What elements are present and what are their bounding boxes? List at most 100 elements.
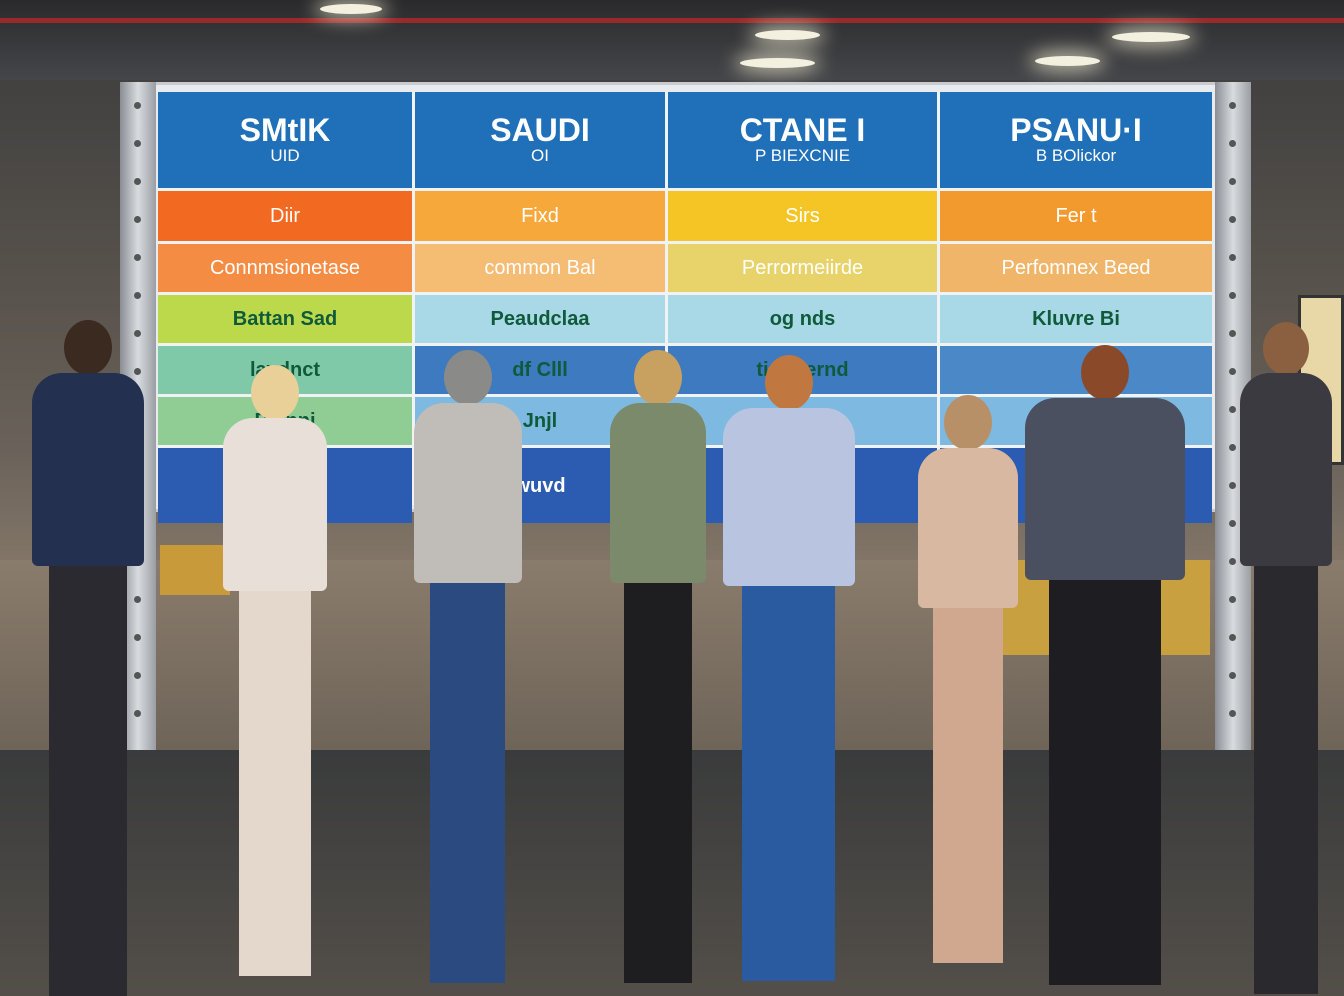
- board-cell: Fer t: [940, 191, 1212, 241]
- bolt-icon: [134, 710, 141, 717]
- bolt-icon: [134, 178, 141, 185]
- bolt-icon: [1229, 596, 1236, 603]
- ceiling-lamp: [1035, 56, 1100, 66]
- bolt-icon: [134, 672, 141, 679]
- bolt-icon: [1229, 634, 1236, 641]
- torso: [413, 402, 522, 583]
- work-table: [160, 545, 230, 595]
- bolt-icon: [1229, 520, 1236, 527]
- bolt-icon: [1229, 330, 1236, 337]
- person: [400, 350, 535, 983]
- torso: [610, 402, 706, 583]
- legs: [429, 582, 506, 983]
- torso: [223, 417, 327, 592]
- ceiling-lamp: [1112, 32, 1190, 42]
- board-cell-text: Jnjl: [522, 410, 558, 432]
- board-cell-text: Connmsionetase: [209, 257, 361, 279]
- head: [1262, 322, 1310, 376]
- legs: [624, 582, 692, 983]
- board-cell: og nds: [668, 295, 937, 343]
- bolt-icon: [1229, 406, 1236, 413]
- header-title: CTANE I: [739, 112, 866, 148]
- board-cell-text: Perrormeiirde: [741, 257, 864, 279]
- header-subtitle: OI: [531, 146, 549, 165]
- board-cell-text: df Clll: [512, 359, 568, 381]
- bolt-icon: [1229, 710, 1236, 717]
- person: [210, 365, 340, 977]
- board-cell: Perrormeiirde: [668, 244, 937, 292]
- bolt-icon: [1229, 102, 1236, 109]
- board-header-cell: SMtIK UID: [158, 92, 412, 188]
- person: [598, 350, 718, 983]
- board-cell: [940, 346, 1212, 394]
- legs: [48, 566, 128, 996]
- board-cell-text: Peaudclaa: [490, 308, 590, 330]
- legs: [742, 585, 835, 981]
- header-subtitle: P BIEXCNIE: [754, 146, 851, 165]
- board-cell: common Bal: [415, 244, 665, 292]
- head: [251, 365, 299, 421]
- person: [706, 355, 871, 981]
- bolt-icon: [1229, 482, 1236, 489]
- board-cell: Connmsionetase: [158, 244, 412, 292]
- bolt-icon: [1229, 216, 1236, 223]
- head: [64, 320, 112, 376]
- legs: [932, 607, 1003, 963]
- torso: [1025, 397, 1185, 581]
- board-cell-text: common Bal: [484, 257, 596, 279]
- header-title: PSANU·I: [1010, 112, 1142, 148]
- ceiling-lamp: [320, 4, 382, 14]
- torso: [722, 407, 855, 586]
- legs: [238, 591, 312, 977]
- bolt-icon: [1229, 444, 1236, 451]
- bolt-icon: [134, 596, 141, 603]
- board-header-cell: PSANU·I B BOlickor: [940, 92, 1212, 188]
- head: [764, 355, 813, 411]
- board-cell-text: og nds: [769, 308, 836, 330]
- head: [1081, 345, 1129, 401]
- ceiling-lamp: [740, 58, 815, 68]
- bolt-icon: [1229, 672, 1236, 679]
- bolt-icon: [134, 140, 141, 147]
- board-cell: Sirs: [668, 191, 937, 241]
- head: [943, 395, 992, 451]
- board-cell: Diir: [158, 191, 412, 241]
- board-cell: Battan Sad: [158, 295, 412, 343]
- bolt-icon: [134, 216, 141, 223]
- person: [1005, 345, 1205, 986]
- board-header-cell: SAUDI OI: [415, 92, 665, 188]
- red-pipe: [0, 18, 1344, 23]
- bolt-icon: [1229, 368, 1236, 375]
- ceiling-lamp: [755, 30, 820, 40]
- board-cell: Perfomnex Beed: [940, 244, 1212, 292]
- header-subtitle: UID: [270, 146, 300, 165]
- torso: [917, 447, 1018, 608]
- legs: [1253, 565, 1319, 994]
- torso: [1239, 373, 1333, 566]
- torso: [32, 372, 144, 567]
- board-cell-text: Battan Sad: [232, 308, 338, 330]
- board-cell: Kluvre Bi: [940, 295, 1212, 343]
- board-cell-text: Perfomnex Beed: [1001, 257, 1151, 279]
- head: [634, 350, 682, 406]
- bolt-icon: [1229, 558, 1236, 565]
- header-title: SMtIK: [239, 112, 331, 148]
- header-subtitle: B BOlickor: [1035, 146, 1117, 165]
- person: [1228, 322, 1344, 994]
- head: [443, 350, 492, 406]
- board-cell-text: wuvd: [514, 474, 566, 497]
- bolt-icon: [134, 330, 141, 337]
- board-cell: Fixd: [415, 191, 665, 241]
- bolt-icon: [134, 368, 141, 375]
- person: [18, 320, 158, 996]
- board-cell: Peaudclaa: [415, 295, 665, 343]
- board-cell-text: Sirs: [785, 205, 820, 227]
- bolt-icon: [134, 102, 141, 109]
- board-cell-text: Fixd: [521, 205, 559, 227]
- bolt-icon: [134, 292, 141, 299]
- header-title: SAUDI: [490, 112, 590, 148]
- board-cell-text: Diir: [270, 205, 300, 227]
- bolt-icon: [1229, 178, 1236, 185]
- bolt-icon: [134, 634, 141, 641]
